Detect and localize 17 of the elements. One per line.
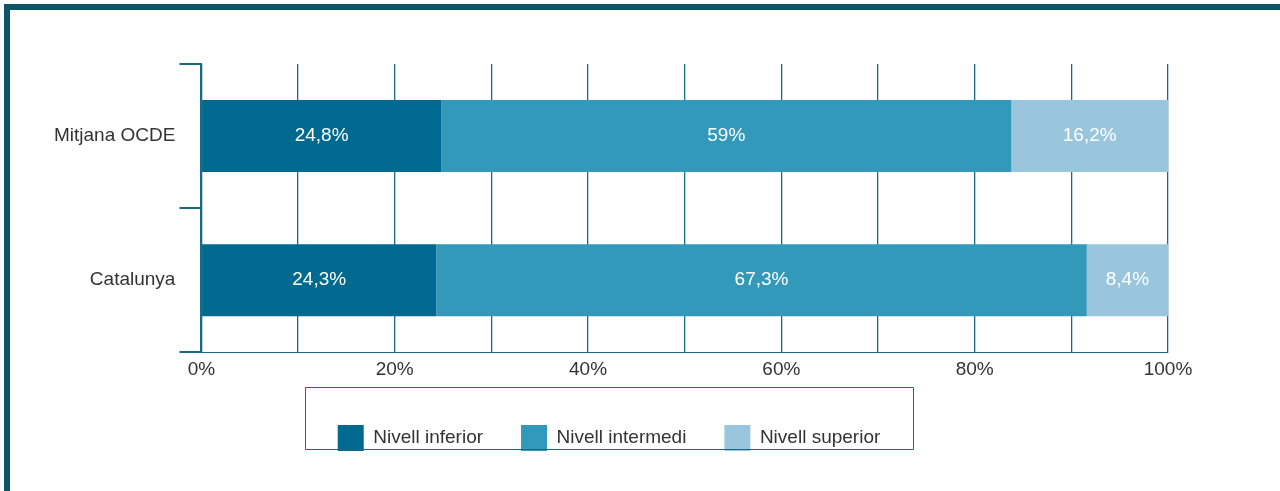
y-tick-label: Mitjana OCDE xyxy=(54,124,176,146)
data-label: 24,8% xyxy=(294,124,349,146)
data-label: 59% xyxy=(707,124,746,146)
data-label: 67,3% xyxy=(734,268,789,290)
x-tick-label: 60% xyxy=(762,357,801,379)
legend-label: Nivell intermedi xyxy=(556,426,687,448)
legend-label: Nivell inferior xyxy=(373,426,484,448)
data-label: 24,3% xyxy=(292,268,347,290)
x-tick-label: 100% xyxy=(1143,357,1193,379)
x-tick-label: 20% xyxy=(375,357,414,379)
x-tick-label: 40% xyxy=(569,357,608,379)
data-label: 16,2% xyxy=(1062,124,1117,146)
legend-label: Nivell superior xyxy=(759,426,881,448)
data-label: 8,4% xyxy=(1105,268,1150,290)
x-tick-label: 0% xyxy=(187,357,216,379)
y-tick-label: Catalunya xyxy=(89,268,176,290)
x-tick-label: 80% xyxy=(955,357,994,379)
